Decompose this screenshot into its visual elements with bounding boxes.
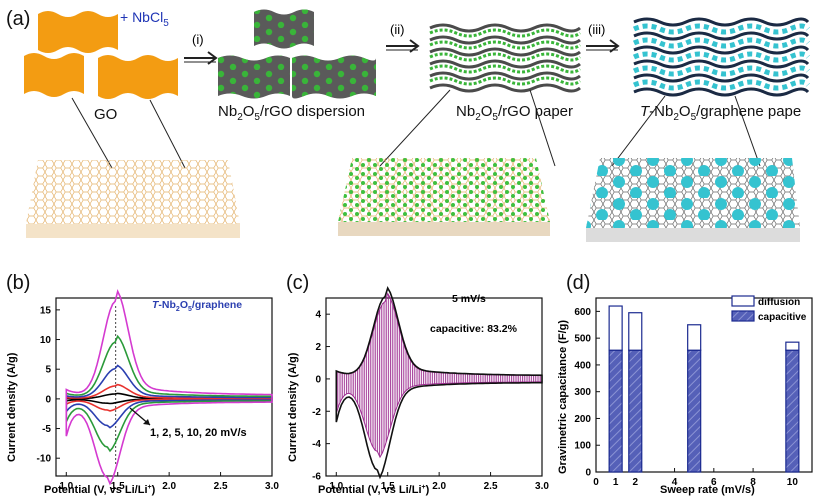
graphene-paper-stack xyxy=(632,17,810,97)
legend-b: T-Nb2O5/graphene xyxy=(152,299,242,313)
arrow-iii xyxy=(586,39,620,53)
legend-swatch-capacitive xyxy=(731,310,755,322)
y-tick-label-d: 200 xyxy=(574,414,591,425)
y-tick-label-b: 10 xyxy=(40,335,52,346)
bar-diffusion xyxy=(687,324,702,351)
panel-c-label: (c) xyxy=(286,272,310,294)
bar-capacitive xyxy=(785,349,800,473)
bar-chart-d: 0 1 2 4 6 8 10 600 500 400 300 200 100 0 diffusion ca… xyxy=(557,295,813,496)
x-tick-label-d: 4 xyxy=(672,477,678,488)
y-tick-label-c: -2 xyxy=(312,407,321,418)
legend-label-capacitive: capacitive xyxy=(758,312,807,323)
xlabel-b: Potential (V, vs Li/Li+) xyxy=(44,484,156,496)
y-tick-label-c: -4 xyxy=(312,439,321,450)
ylabel-b: Current density (A/g) xyxy=(6,352,18,462)
caption-go: GO xyxy=(94,106,118,123)
x-tick-label-d: 10 xyxy=(787,477,799,488)
y-tick-label-c: -6 xyxy=(312,472,321,483)
y-tick-label-b: 15 xyxy=(40,305,52,316)
x-tick-label-c: 1.5 xyxy=(381,481,395,492)
bar-diffusion xyxy=(608,305,623,351)
bar-capacitive xyxy=(608,349,623,473)
y-tick-label-c: 0 xyxy=(315,374,321,385)
panel-b-label: (b) xyxy=(6,272,31,294)
caption-graphene-paper: T-Nb2O5/graphene pape xyxy=(640,103,802,123)
xlabel-d: Sweep rate (mV/s) xyxy=(660,484,755,496)
ylabel-d: Gravimetric capacitance (F/g) xyxy=(557,320,569,474)
step-ii-label: (ii) xyxy=(390,22,404,37)
panel-a-label: (a) xyxy=(6,8,31,30)
arrow-i xyxy=(184,51,218,65)
y-tick-label-d: 600 xyxy=(574,307,591,318)
rgo-sheet-3d xyxy=(338,158,550,236)
y-tick-label-d: 100 xyxy=(574,441,591,452)
rate-label-c: 5 mV/s xyxy=(452,293,486,305)
go-sheet-3d xyxy=(26,160,240,238)
x-tick-label-b: 1.5 xyxy=(111,481,125,492)
zoom-lines xyxy=(71,89,761,169)
plot-frame-c xyxy=(325,297,543,477)
x-tick-label-b: 2.5 xyxy=(214,481,228,492)
y-tick-label-c: 4 xyxy=(315,310,321,321)
x-tick-label-d: 0 xyxy=(593,477,599,488)
caption-rgo-paper: Nb2O5/rGO paper xyxy=(456,103,574,123)
x-tick-label-d: 1 xyxy=(613,477,619,488)
x-tick-label-c: 1.0 xyxy=(329,481,343,492)
step-i-label: (i) xyxy=(192,32,204,47)
xlabel-c: Potential (V, vs Li/Li+) xyxy=(318,484,430,496)
x-tick-label-c: 2.0 xyxy=(432,481,446,492)
cv-chart-b: 1.0 1.5 2.0 2.5 3.0 15 10 5 0 -5 -10 T-Nb2O5/graph… xyxy=(6,289,279,496)
x-tick-label-d: 8 xyxy=(750,477,756,488)
x-tick-label-c: 2.5 xyxy=(484,481,498,492)
y-tick-label-c: 2 xyxy=(315,342,321,353)
bar-capacitive xyxy=(628,349,643,473)
bar-diffusion xyxy=(785,341,800,351)
x-tick-label-d: 2 xyxy=(632,477,638,488)
x-tick-label-d: 6 xyxy=(711,477,717,488)
ylabel-c: Current density (A/g) xyxy=(287,352,299,462)
go-sheets xyxy=(24,11,178,99)
x-tick-label-b: 1.0 xyxy=(59,481,73,492)
nbcl5-label: + NbCl5 xyxy=(120,9,169,29)
legend-d: diffusion capacitive xyxy=(731,295,807,323)
x-tick-label-b: 3.0 xyxy=(265,481,279,492)
panel-d-label: (d) xyxy=(566,272,591,294)
bar-capacitive xyxy=(687,349,702,473)
schematic-a: + NbCl5 (i) (ii) (iii) xyxy=(24,9,810,242)
legend-label-diffusion: diffusion xyxy=(758,297,800,308)
x-tick-label-c: 3.0 xyxy=(535,481,549,492)
capacitive-label-c: capacitive: 83.2% xyxy=(430,323,518,335)
cv-series-20-mV-s xyxy=(65,289,273,486)
y-tick-label-b: -5 xyxy=(42,424,51,435)
caption-dispersion: Nb2O5/rGO dispersion xyxy=(218,103,366,123)
y-tick-label-d: 500 xyxy=(574,334,591,345)
y-tick-label-b: 5 xyxy=(45,365,51,376)
y-tick-label-b: 0 xyxy=(45,394,51,405)
y-tick-label-d: 400 xyxy=(574,360,591,371)
dispersion-sheets xyxy=(218,9,376,99)
legend-swatch-diffusion xyxy=(731,295,755,307)
y-tick-label-d: 300 xyxy=(574,387,591,398)
rgo-paper-stack xyxy=(429,23,581,93)
y-tick-label-d: 0 xyxy=(585,468,591,479)
plot-frame-b xyxy=(55,297,273,477)
step-iii-label: (iii) xyxy=(588,22,605,37)
bar-diffusion xyxy=(628,312,643,351)
cv-chart-c: 1.0 1.5 2.0 2.5 3.0 4 2 0 -2 -4 -6 5 mV/s capaciti… xyxy=(287,285,549,496)
graphene-sheet-3d xyxy=(586,158,800,242)
arrow-ii xyxy=(386,39,420,53)
y-tick-label-b: -10 xyxy=(37,454,52,465)
x-tick-label-b: 2.0 xyxy=(162,481,176,492)
annotation-b: 1, 2, 5, 10, 20 mV/s xyxy=(150,427,247,439)
annotation-arrowhead xyxy=(143,419,150,425)
cv-total-c xyxy=(335,285,543,480)
plot-frame-d xyxy=(595,297,813,473)
